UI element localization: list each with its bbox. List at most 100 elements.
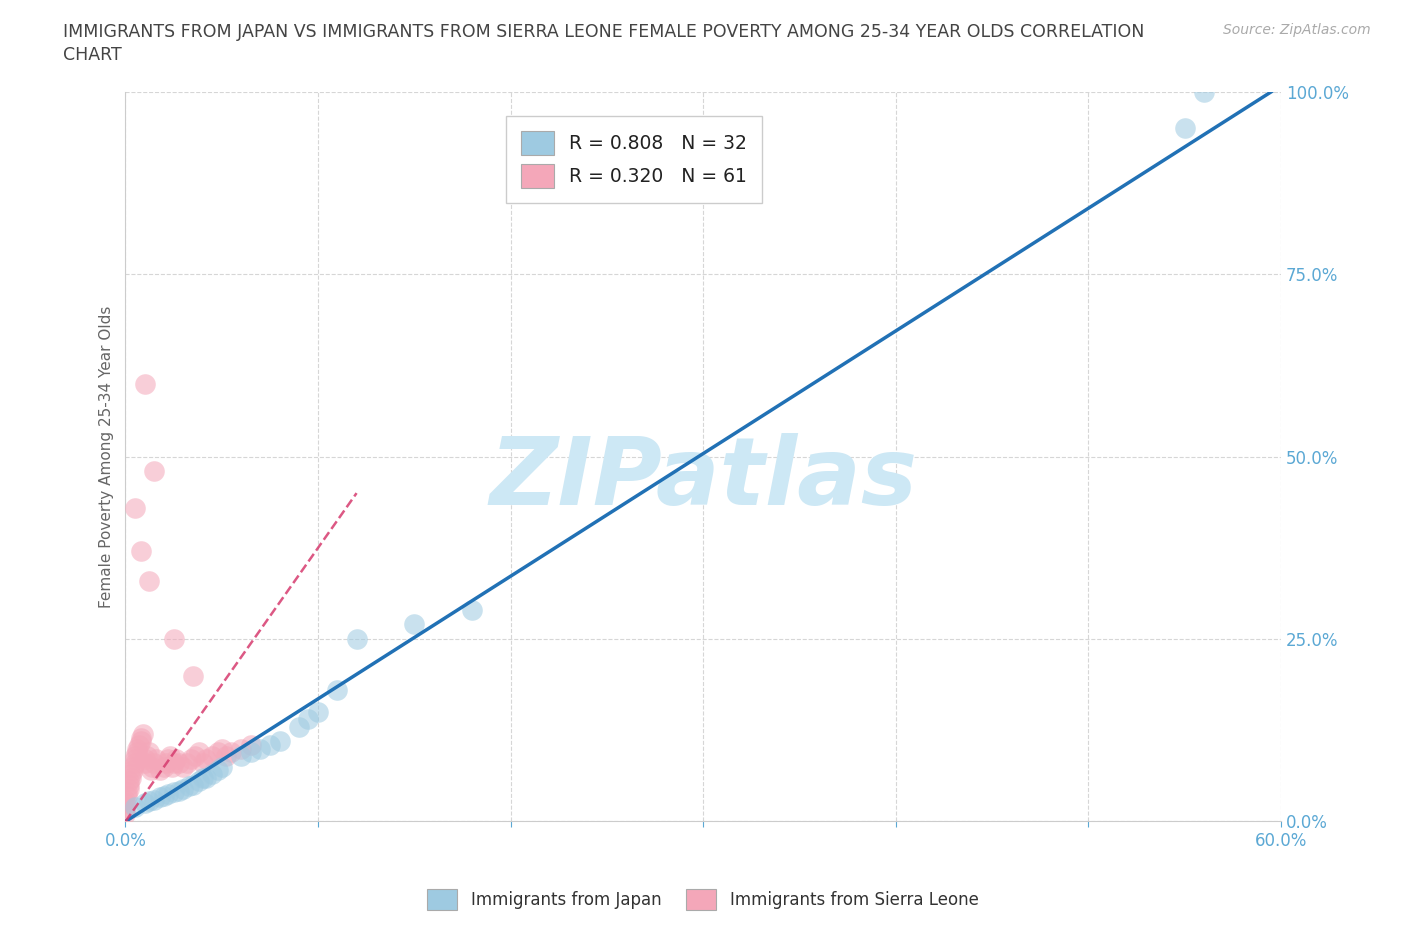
Point [114, 792, 136, 807]
Point [162, 631, 184, 646]
Point [124, 756, 146, 771]
Point [118, 774, 141, 789]
Point [135, 749, 157, 764]
Point [122, 759, 145, 774]
Point [211, 741, 233, 756]
Point [155, 756, 177, 771]
Point [404, 617, 426, 631]
Point [172, 781, 194, 796]
Point [124, 500, 146, 515]
Point [297, 711, 319, 726]
Point [122, 763, 145, 777]
Point [207, 763, 229, 777]
Point [145, 752, 167, 767]
Text: Source: ZipAtlas.com: Source: ZipAtlas.com [1223, 23, 1371, 37]
Point [120, 766, 142, 781]
Point [187, 774, 209, 789]
Point [1192, 85, 1215, 100]
Y-axis label: Female Poverty Among 25-34 Year Olds: Female Poverty Among 25-34 Year Olds [100, 305, 114, 608]
Text: IMMIGRANTS FROM JAPAN VS IMMIGRANTS FROM SIERRA LEONE FEMALE POVERTY AMONG 25-34: IMMIGRANTS FROM JAPAN VS IMMIGRANTS FROM… [63, 23, 1144, 41]
Point [143, 464, 166, 479]
Point [229, 741, 252, 756]
Point [181, 777, 204, 792]
Point [114, 804, 136, 818]
Point [134, 796, 156, 811]
Point [156, 786, 179, 801]
Point [239, 737, 262, 752]
Point [114, 806, 136, 821]
Point [156, 752, 179, 767]
Point [187, 745, 209, 760]
Point [143, 756, 166, 771]
Legend: R = 0.808   N = 32, R = 0.320   N = 61: R = 0.808 N = 32, R = 0.320 N = 61 [506, 115, 762, 204]
Point [165, 752, 187, 767]
Point [346, 631, 368, 646]
Point [128, 737, 150, 752]
Point [138, 745, 160, 760]
Text: CHART: CHART [63, 46, 122, 64]
Point [117, 785, 139, 800]
Point [269, 734, 291, 749]
Point [149, 763, 172, 777]
Point [141, 759, 163, 774]
Point [159, 749, 181, 764]
Point [138, 573, 160, 588]
Point [120, 770, 142, 785]
Point [125, 741, 148, 756]
Point [169, 783, 191, 798]
Point [129, 734, 152, 749]
Point [207, 745, 229, 760]
Point [125, 745, 148, 760]
Legend: Immigrants from Japan, Immigrants from Sierra Leone: Immigrants from Japan, Immigrants from S… [420, 883, 986, 917]
Point [214, 749, 236, 764]
Point [124, 749, 146, 764]
Point [184, 749, 207, 764]
Point [195, 770, 218, 785]
Point [176, 756, 198, 771]
Point [162, 756, 184, 771]
Point [181, 668, 204, 683]
Point [118, 777, 141, 792]
Point [259, 737, 281, 752]
Point [153, 759, 176, 774]
Point [134, 752, 156, 767]
Point [180, 752, 202, 767]
Point [124, 752, 146, 767]
Point [288, 719, 311, 734]
Point [169, 756, 191, 771]
Point [149, 790, 172, 804]
Point [134, 377, 156, 392]
Point [124, 800, 146, 815]
Point [114, 796, 136, 811]
Point [249, 741, 271, 756]
Point [229, 749, 252, 764]
Point [132, 726, 155, 741]
Point [326, 683, 349, 698]
Point [177, 779, 200, 794]
Point [153, 789, 176, 804]
Point [1174, 121, 1197, 136]
Point [461, 603, 484, 618]
Point [160, 759, 183, 774]
Point [138, 793, 160, 808]
Point [211, 759, 233, 774]
Point [117, 789, 139, 804]
Point [307, 705, 329, 720]
Point [221, 745, 243, 760]
Point [129, 730, 152, 745]
Text: ZIPatlas: ZIPatlas [489, 432, 917, 525]
Point [139, 763, 162, 777]
Point [201, 749, 224, 764]
Point [118, 781, 141, 796]
Point [191, 756, 214, 771]
Point [162, 785, 184, 800]
Point [195, 752, 218, 767]
Point [114, 800, 136, 815]
Point [129, 544, 152, 559]
Point [201, 766, 224, 781]
Point [143, 792, 166, 807]
Point [239, 745, 262, 760]
Point [134, 756, 156, 771]
Point [172, 759, 194, 774]
Point [191, 770, 214, 785]
